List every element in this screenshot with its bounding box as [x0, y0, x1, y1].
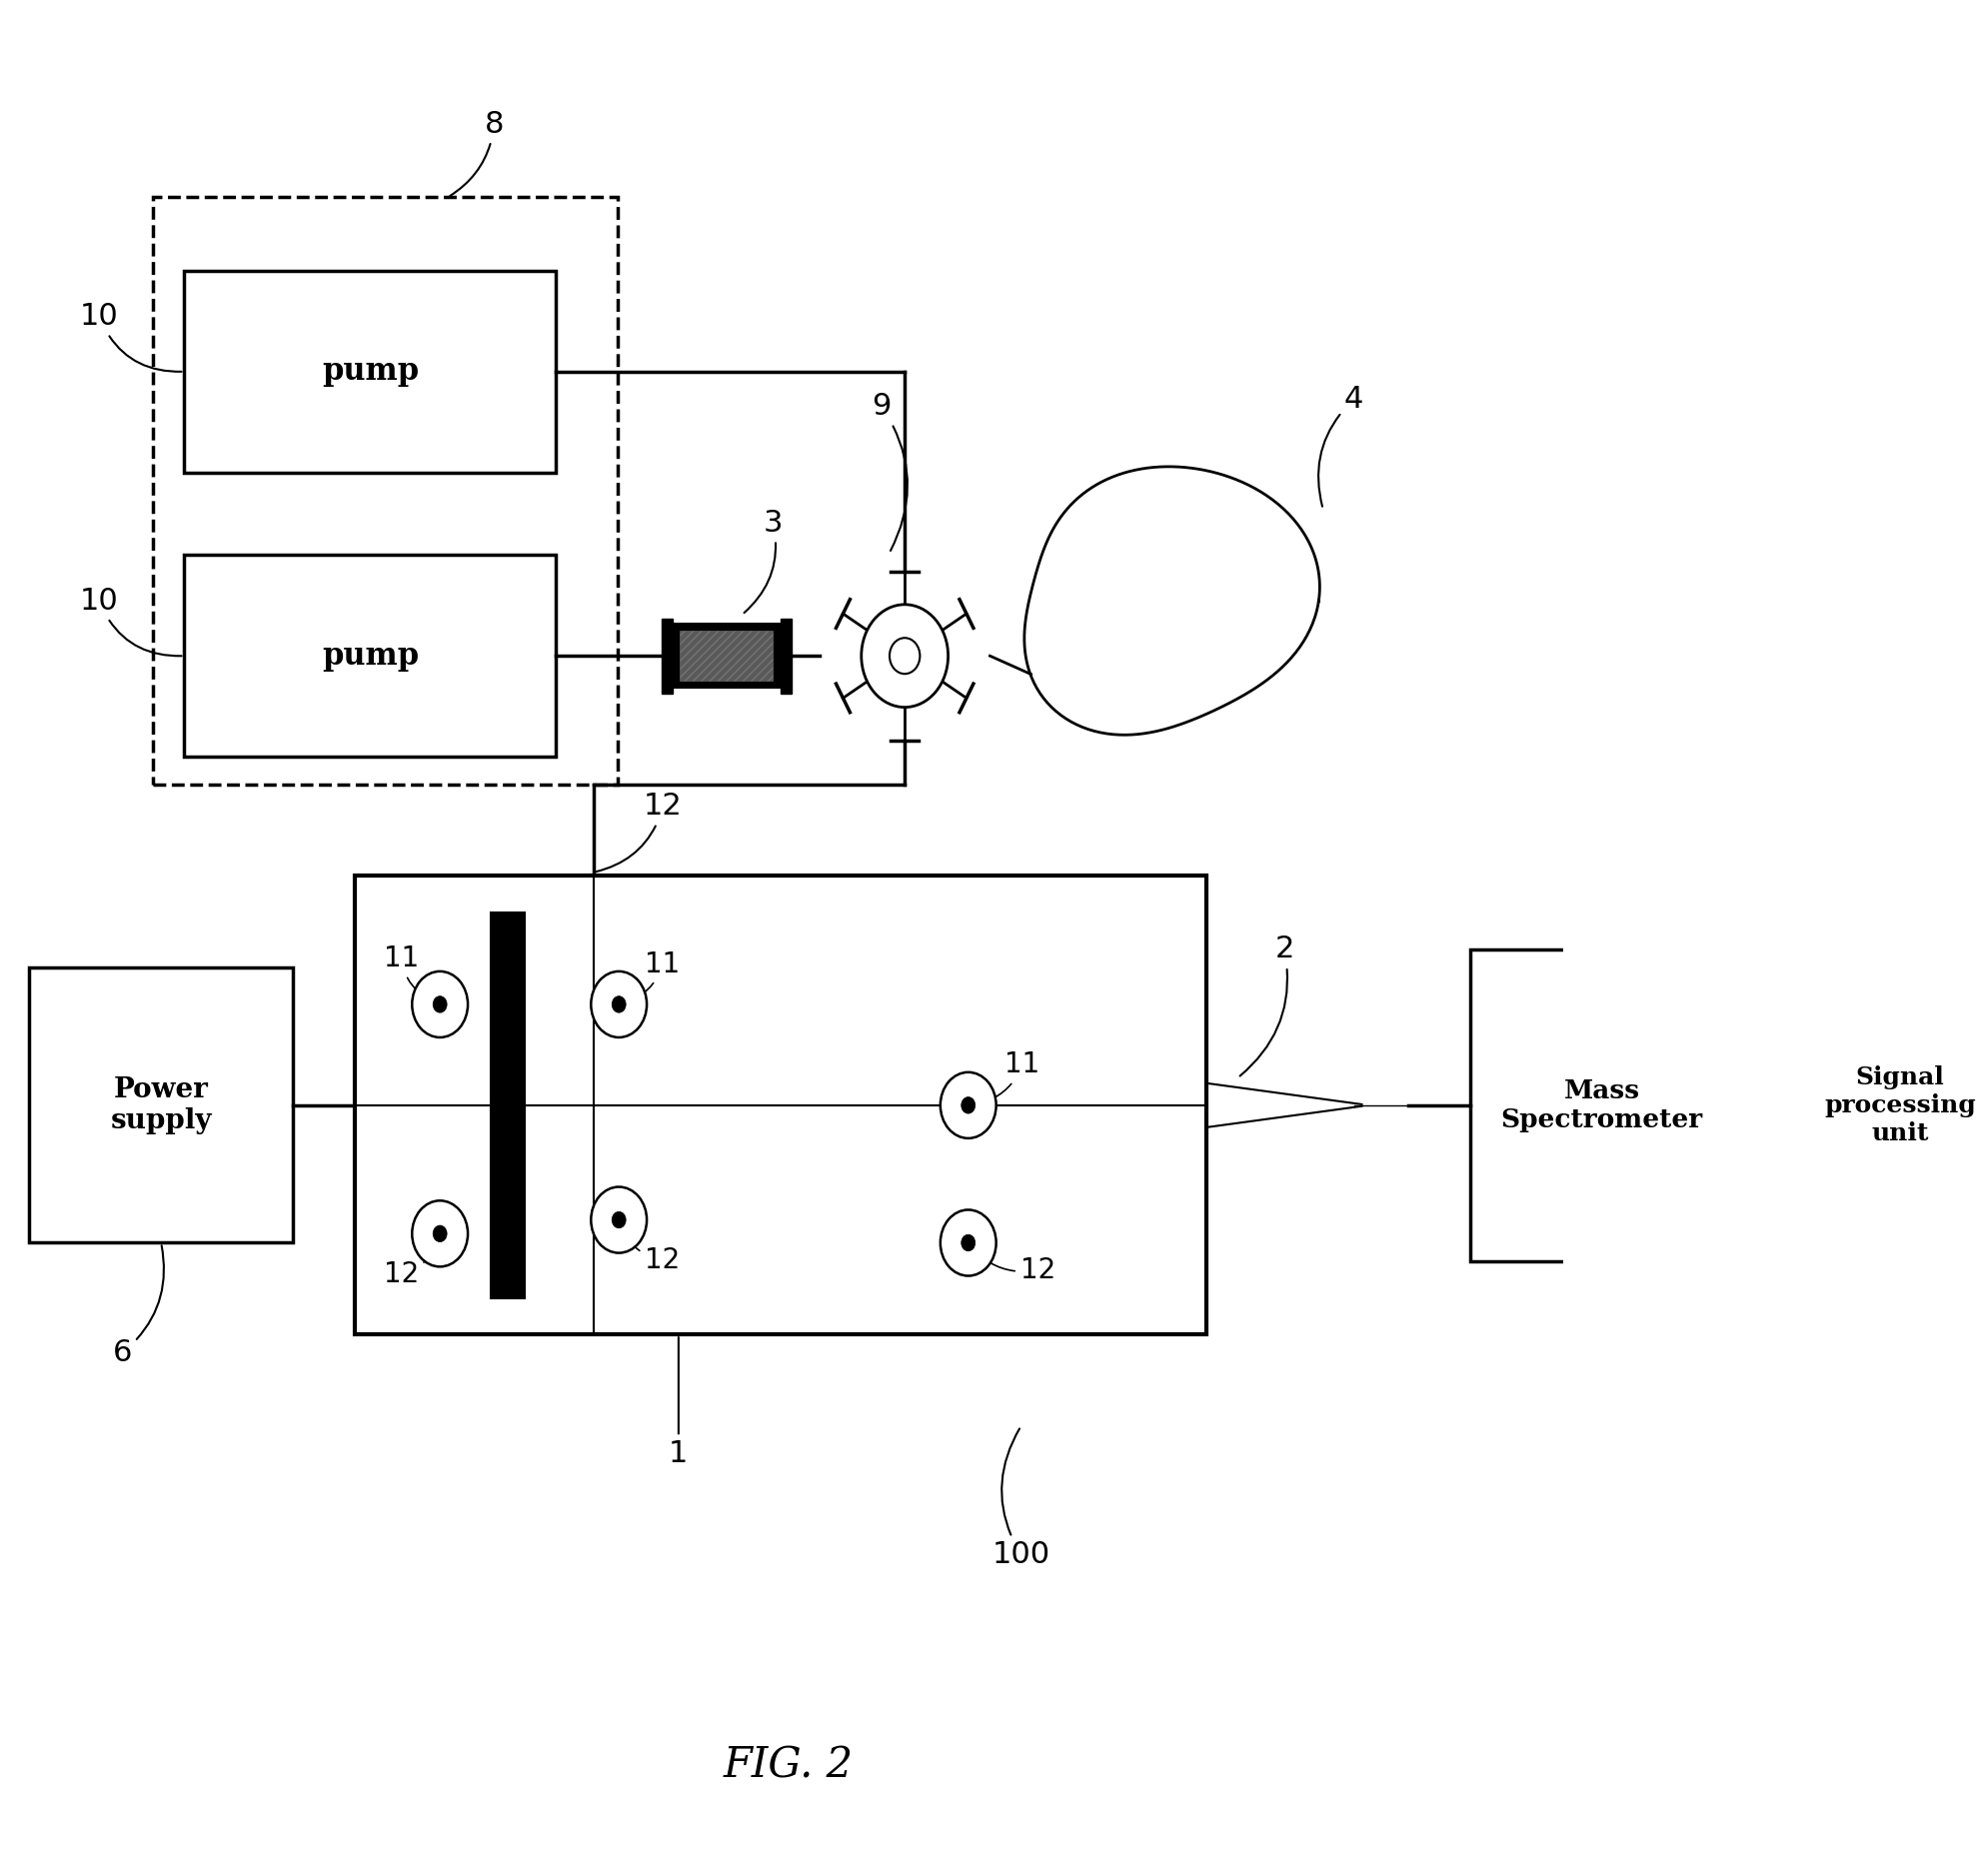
Text: pump: pump	[322, 641, 419, 672]
Bar	[185, 555, 557, 756]
Text: 4: 4	[1318, 385, 1364, 506]
Text: 11: 11	[970, 1050, 1040, 1104]
Text: Power
supply: Power supply	[111, 1076, 213, 1134]
Circle shape	[940, 1210, 996, 1275]
Circle shape	[433, 1225, 447, 1242]
Circle shape	[940, 1073, 996, 1138]
Text: 12: 12	[384, 1236, 439, 1289]
Bar	[680, 631, 773, 681]
Bar	[153, 197, 618, 784]
Text: pump: pump	[322, 356, 419, 387]
Text: 3: 3	[744, 508, 783, 613]
Bar	[781, 618, 791, 693]
Circle shape	[612, 1212, 626, 1229]
Text: 9: 9	[873, 391, 909, 551]
Text: 6: 6	[113, 1246, 163, 1367]
Text: 2: 2	[1241, 935, 1294, 1076]
Text: 8: 8	[449, 110, 503, 196]
Circle shape	[962, 1235, 976, 1251]
Circle shape	[889, 639, 920, 674]
Text: 12: 12	[620, 1223, 680, 1274]
Text: 11: 11	[622, 950, 680, 1004]
Text: 10: 10	[80, 302, 181, 372]
Circle shape	[590, 1186, 646, 1253]
Circle shape	[612, 996, 626, 1013]
Bar	[491, 912, 525, 1298]
Text: 1: 1	[668, 1337, 688, 1469]
Text: 11: 11	[384, 944, 437, 1004]
Circle shape	[412, 1201, 467, 1266]
Bar	[1795, 950, 1988, 1261]
Bar	[185, 270, 557, 473]
Text: Signal
processing
unit: Signal processing unit	[1825, 1065, 1976, 1145]
Text: 10: 10	[80, 587, 181, 655]
Circle shape	[590, 972, 646, 1037]
Bar	[672, 624, 781, 687]
Text: 12: 12	[970, 1246, 1056, 1285]
Bar	[354, 875, 1207, 1335]
Text: FIG. 2: FIG. 2	[724, 1745, 853, 1786]
Circle shape	[433, 996, 447, 1013]
Circle shape	[861, 605, 948, 708]
Bar	[30, 968, 292, 1242]
Bar	[1471, 950, 1734, 1261]
Text: 100: 100	[992, 1428, 1050, 1570]
Bar	[662, 618, 672, 693]
Text: Mass
Spectrometer: Mass Spectrometer	[1501, 1078, 1704, 1132]
Circle shape	[412, 972, 467, 1037]
Circle shape	[962, 1097, 976, 1113]
Text: 12: 12	[596, 791, 682, 871]
